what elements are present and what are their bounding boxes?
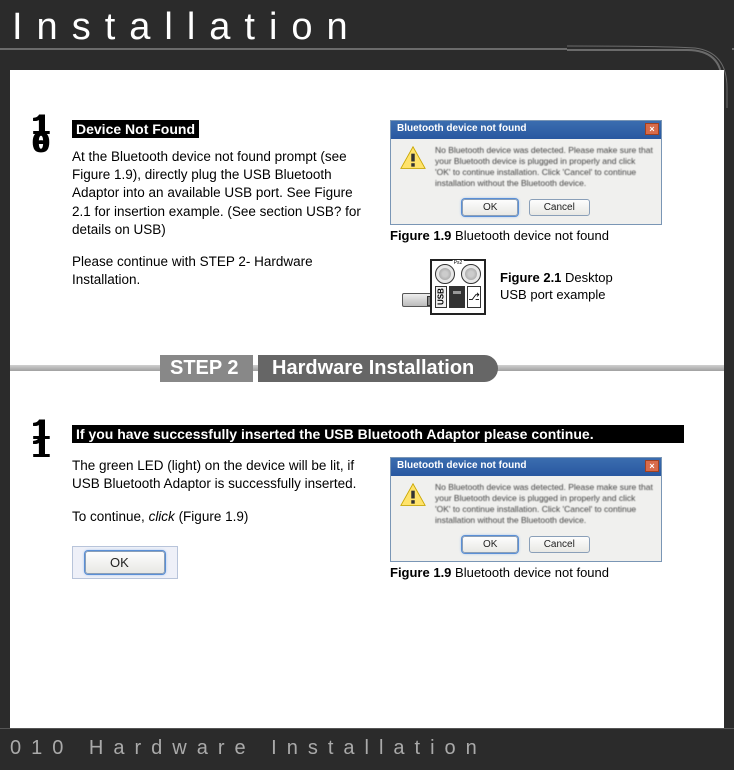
section2-para2: To continue, click (Figure 1.9) bbox=[72, 508, 372, 526]
dialog-bluetooth-not-found: Bluetooth device not found × No Bluetoot… bbox=[390, 120, 662, 225]
caption-text: Bluetooth device not found bbox=[451, 228, 609, 243]
ok-button[interactable]: OK bbox=[85, 551, 165, 574]
usb-symbol-icon: ⎇ bbox=[467, 286, 481, 308]
section-device-not-found: 1 0 Device Not Found At the Bluetooth de… bbox=[40, 120, 694, 315]
content-area: 1 0 Device Not Found At the Bluetooth de… bbox=[10, 70, 724, 728]
figure-2-1: Ps2 USB ⎇ bbox=[430, 259, 694, 315]
close-icon[interactable]: × bbox=[645, 460, 659, 472]
step-2-label: STEP 2 bbox=[160, 355, 253, 382]
dialog-bluetooth-not-found: Bluetooth device not found × No Bluetoot… bbox=[390, 457, 662, 562]
step-2-title: Hardware Installation bbox=[258, 355, 498, 382]
cancel-button[interactable]: Cancel bbox=[529, 536, 590, 553]
ok-button-figure: OK bbox=[72, 546, 178, 579]
marker-digit: 0 bbox=[32, 136, 44, 154]
section2-text-col: The green LED (light) on the device will… bbox=[72, 457, 372, 579]
header: Installation bbox=[0, 0, 734, 62]
footer: 010 Hardware Installation bbox=[0, 728, 734, 770]
dialog-titlebar: Bluetooth device not found × bbox=[391, 121, 661, 139]
figure-1-9-caption: Figure 1.9 Bluetooth device not found bbox=[390, 565, 694, 580]
caption-bold: Figure 1.9 bbox=[390, 565, 451, 580]
section-hardware-installation: 1 1 If you have successfully inserted th… bbox=[40, 425, 694, 580]
warning-icon bbox=[399, 145, 427, 171]
ok-button[interactable]: OK bbox=[462, 536, 518, 553]
text-emphasis: click bbox=[149, 509, 175, 524]
usb-slot-icon bbox=[449, 286, 465, 308]
dialog-message: No Bluetooth device was detected. Please… bbox=[435, 482, 653, 526]
ok-button[interactable]: OK bbox=[462, 199, 518, 216]
section1-para1: At the Bluetooth device not found prompt… bbox=[72, 148, 372, 239]
text: To continue, bbox=[72, 509, 149, 524]
dialog-title: Bluetooth device not found bbox=[397, 460, 526, 471]
section1-text-col: Device Not Found At the Bluetooth device… bbox=[72, 120, 372, 304]
dialog-buttons: OK Cancel bbox=[391, 195, 661, 224]
page: Installation 1 0 Device Not Found At the… bbox=[0, 0, 734, 770]
figure-2-1-caption: Figure 2.1 Desktop USB port example bbox=[500, 270, 630, 304]
marker-digit: 1 bbox=[32, 441, 44, 459]
dialog-titlebar: Bluetooth device not found × bbox=[391, 458, 661, 476]
footer-text: 010 Hardware Installation bbox=[10, 737, 487, 759]
section2-para1: The green LED (light) on the device will… bbox=[72, 457, 372, 493]
dialog-buttons: OK Cancel bbox=[391, 532, 661, 561]
text: (Figure 1.9) bbox=[175, 509, 249, 524]
ps2-port-icon bbox=[435, 264, 455, 284]
figure-1-9-caption: Figure 1.9 Bluetooth device not found bbox=[390, 228, 694, 243]
section1-figure-col: Bluetooth device not found × No Bluetoot… bbox=[390, 120, 694, 315]
dialog-body: No Bluetooth device was detected. Please… bbox=[391, 139, 661, 195]
warning-icon bbox=[399, 482, 427, 508]
caption-text: Bluetooth device not found bbox=[451, 565, 609, 580]
usb-plug-icon bbox=[402, 293, 432, 307]
dialog-message: No Bluetooth device was detected. Please… bbox=[435, 145, 653, 189]
section1-para2: Please continue with STEP 2- Hardware In… bbox=[72, 253, 372, 289]
dialog-title: Bluetooth device not found bbox=[397, 123, 526, 134]
step-marker-10: 1 0 bbox=[32, 118, 44, 154]
section2-figure-col: Bluetooth device not found × No Bluetoot… bbox=[390, 457, 694, 580]
heading-inserted-continue: If you have successfully inserted the US… bbox=[72, 425, 684, 443]
usb-label: USB bbox=[435, 286, 447, 308]
caption-bold: Figure 2.1 bbox=[500, 270, 561, 285]
step-marker-11: 1 1 bbox=[32, 423, 44, 459]
cancel-button[interactable]: Cancel bbox=[529, 199, 590, 216]
dialog-body: No Bluetooth device was detected. Please… bbox=[391, 476, 661, 532]
step-2-banner: STEP 2 Hardware Installation bbox=[10, 345, 724, 395]
heading-device-not-found: Device Not Found bbox=[72, 120, 199, 138]
close-icon[interactable]: × bbox=[645, 123, 659, 135]
ps2-label: Ps2 bbox=[453, 260, 464, 266]
desktop-port-panel: Ps2 USB ⎇ bbox=[430, 259, 486, 315]
ps2-port-icon bbox=[461, 264, 481, 284]
caption-bold: Figure 1.9 bbox=[390, 228, 451, 243]
